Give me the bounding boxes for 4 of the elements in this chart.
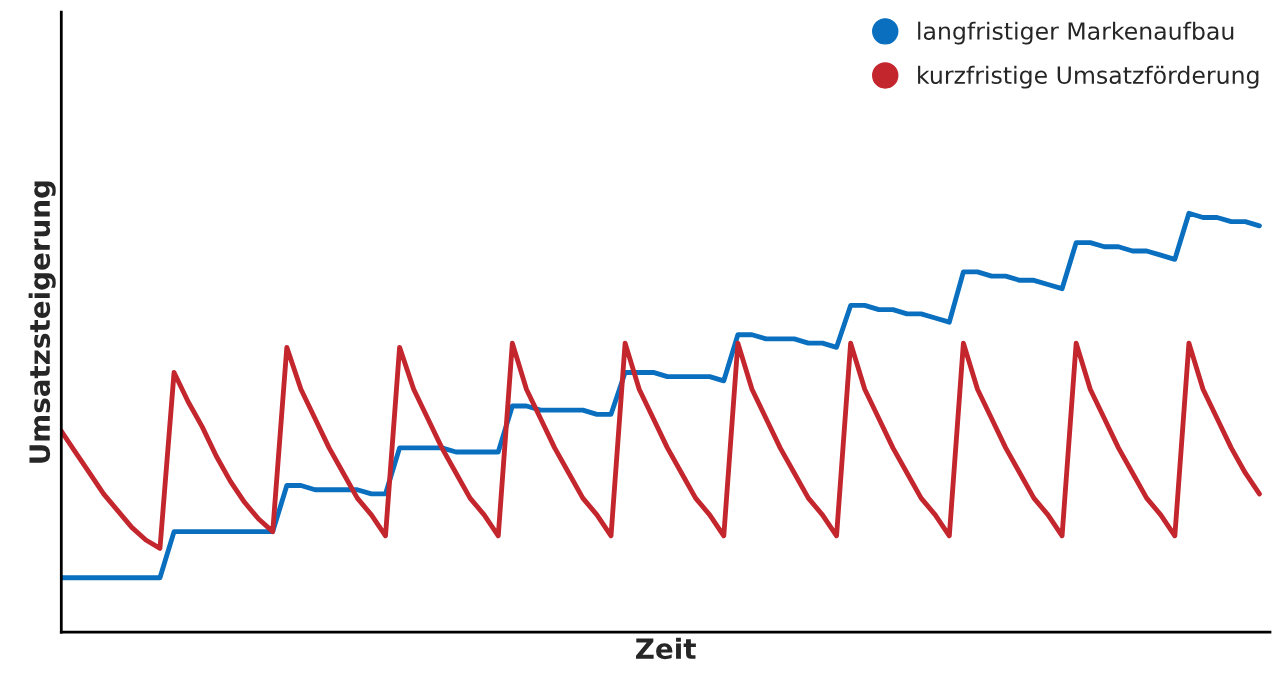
- legend-label: langfristiger Markenaufbau: [918, 21, 1234, 45]
- legend-label: kurzfristige Umsatzförderung: [918, 65, 1259, 89]
- x-axis-title: Zeit: [635, 637, 696, 660]
- y-axis-title: Umsatzsteigerung: [28, 181, 56, 463]
